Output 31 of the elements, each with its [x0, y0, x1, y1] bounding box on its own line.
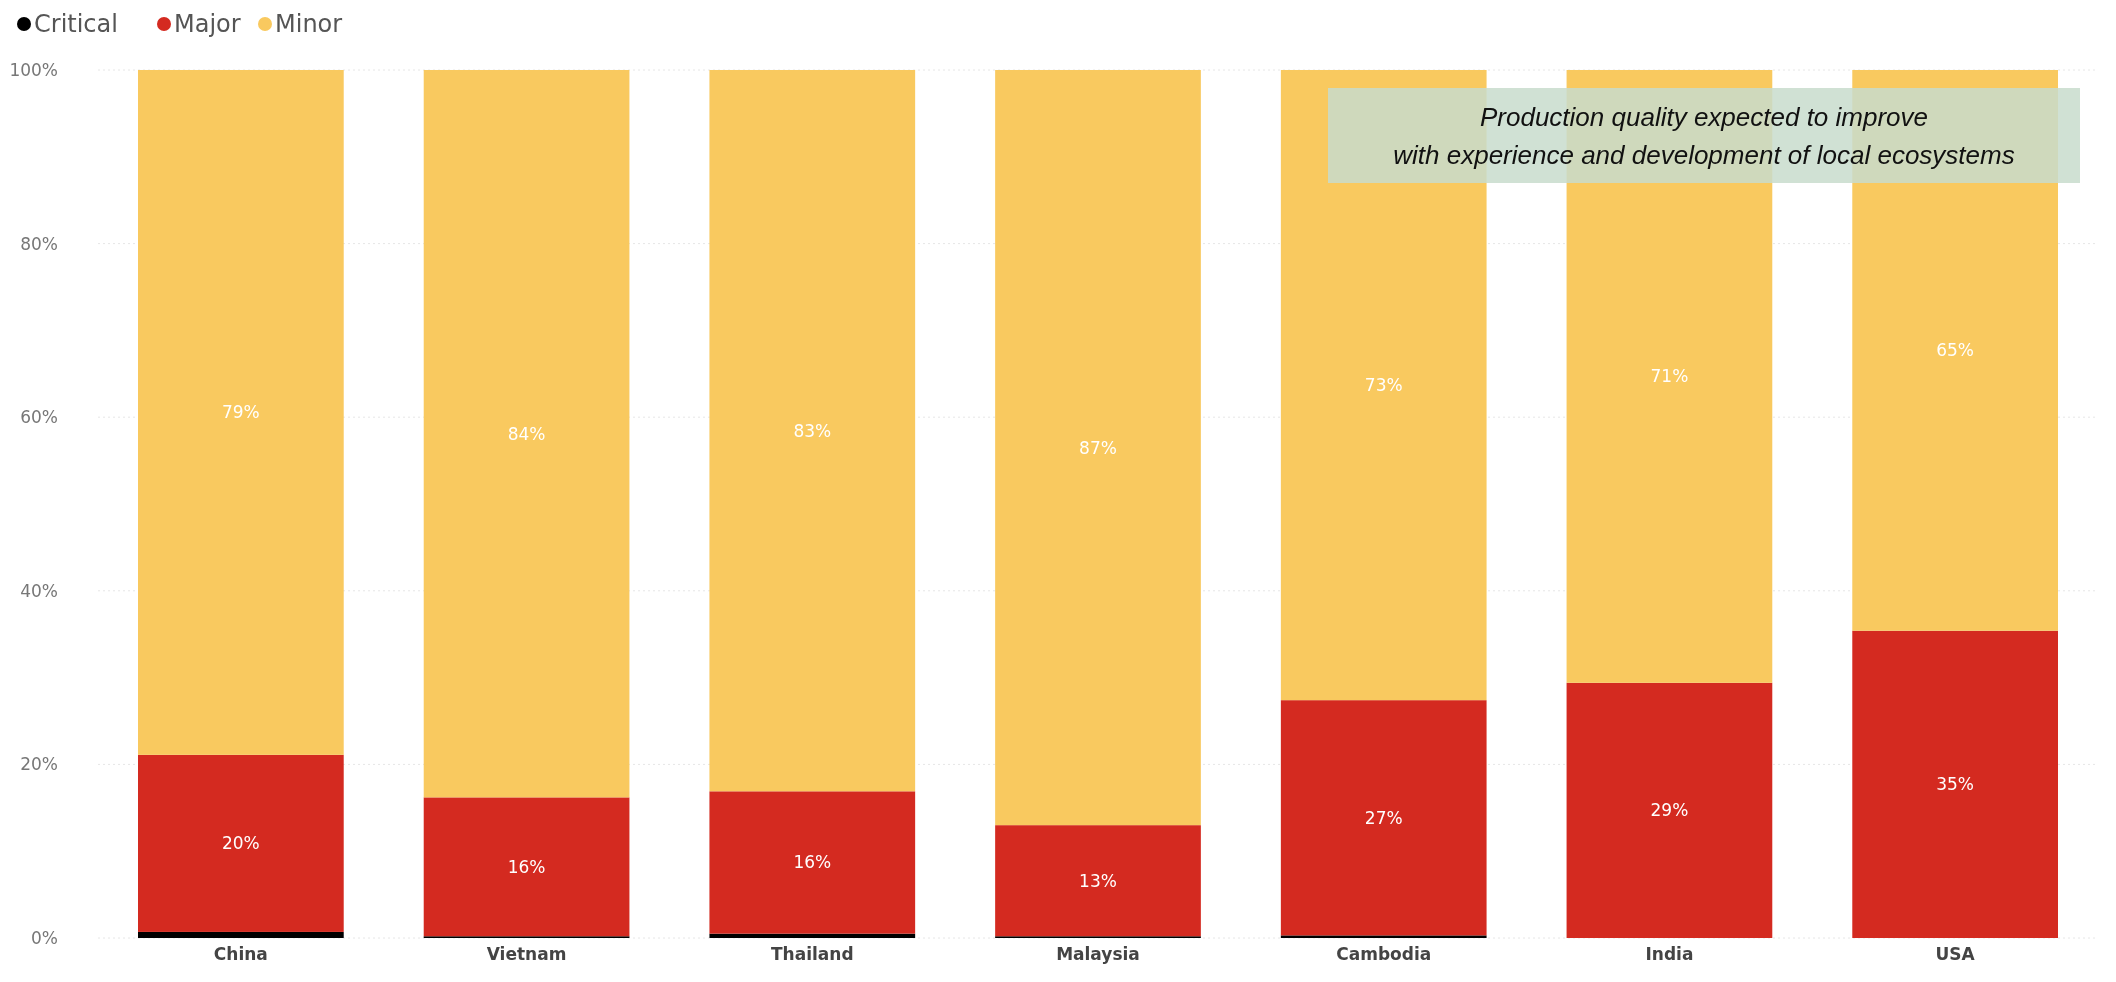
x-tick-label: USA	[1935, 944, 1976, 964]
data-label: 27%	[1364, 807, 1403, 828]
y-tick-label: 100%	[9, 60, 58, 80]
y-tick-label: 40%	[20, 580, 58, 601]
x-tick-label: Thailand	[771, 944, 854, 964]
y-tick-label: 20%	[20, 754, 58, 775]
x-tick-label: India	[1645, 944, 1694, 964]
data-label: 71%	[1650, 366, 1689, 387]
data-label: 83%	[793, 420, 832, 441]
y-tick-label: 80%	[20, 233, 58, 254]
x-tick-label: Malaysia	[1056, 944, 1140, 964]
x-tick-label: Cambodia	[1336, 944, 1432, 964]
legend-label: Minor	[275, 10, 343, 38]
data-label: 79%	[221, 402, 260, 423]
data-label: 13%	[1079, 870, 1117, 891]
data-label: 20%	[221, 833, 260, 854]
data-label: 84%	[507, 423, 546, 444]
legend-label: Critical	[34, 10, 118, 38]
x-tick-label: Vietnam	[486, 944, 567, 964]
data-label: 16%	[793, 852, 832, 873]
data-label: 73%	[1364, 375, 1403, 396]
annotation: Production quality expected to improve with experience and development of local ecosystems	[1393, 102, 2015, 170]
y-tick-label: 60%	[20, 407, 58, 428]
y-tick-label: 0%	[31, 928, 58, 948]
data-label: 29%	[1650, 800, 1689, 821]
data-label: 65%	[1936, 340, 1975, 361]
data-label: 35%	[1936, 774, 1975, 795]
legend-label: Major	[174, 10, 241, 38]
data-label: 87%	[1079, 437, 1117, 458]
data-label: 16%	[507, 856, 546, 877]
x-tick-label: China	[213, 944, 268, 964]
